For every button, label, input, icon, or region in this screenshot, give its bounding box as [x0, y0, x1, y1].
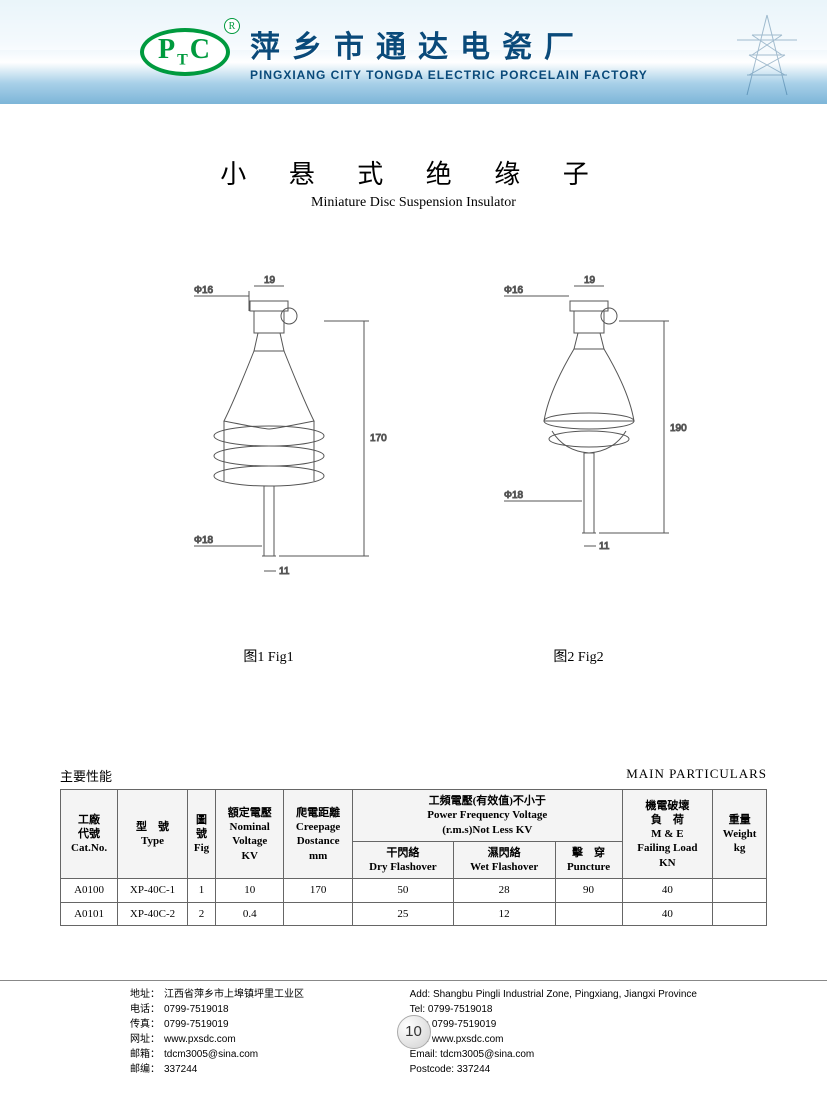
- footer-tel-en: Tel: 0799-7519018: [410, 1002, 697, 1017]
- footer-columns: 地址：江西省萍乡市上埠镇坪里工业区 电话：0799-7519018 传真：079…: [0, 987, 827, 1077]
- cell: 90: [555, 879, 622, 902]
- cell: 28: [453, 879, 555, 902]
- spec-table: 工廠 代號 Cat.No. 型 號 Type 圖 號 Fig 額定電壓 Nomi…: [60, 789, 767, 926]
- footer-mail-en: Email: tdcm3005@sina.com: [410, 1047, 697, 1062]
- table-row: A0100 XP-40C-1 1 10 170 50 28 90 40: [61, 879, 767, 902]
- table-section-labels: 主要性能 MAIN PARTICULARS: [60, 766, 767, 785]
- figure-2: Φ16 19 190 Φ18 11 图2 Fig2: [464, 271, 694, 666]
- svg-text:Φ16: Φ16: [504, 285, 524, 296]
- footer-left: 地址：江西省萍乡市上埠镇坪里工业区 电话：0799-7519018 传真：079…: [130, 987, 304, 1077]
- cell: [284, 902, 353, 925]
- company-name-en: PINGXIANG CITY TONGDA ELECTRIC PORCELAIN…: [250, 68, 648, 82]
- footer-web: www.pxsdc.com: [164, 1034, 236, 1045]
- footer-mail-label: 邮箱：: [130, 1047, 164, 1062]
- cell: 2: [187, 902, 215, 925]
- footer-web-label: 网址：: [130, 1032, 164, 1047]
- figures-row: Φ16 19 170 Φ18 11 图1 Fig1: [0, 271, 827, 666]
- th-catno: 工廠 代號 Cat.No.: [61, 790, 118, 879]
- company-name-block: 萍乡市通达电瓷厂 PINGXIANG CITY TONGDA ELECTRIC …: [250, 22, 648, 82]
- footer-post-label: 邮编：: [130, 1062, 164, 1077]
- th-type: 型 號 Type: [118, 790, 188, 879]
- logo-p: P: [158, 34, 177, 65]
- figure-1-svg: Φ16 19 170 Φ18 11: [134, 271, 404, 611]
- figure-2-caption: 图2 Fig2: [464, 646, 694, 666]
- footer-fax-label: 传真：: [130, 1017, 164, 1032]
- logo-text: PTC: [158, 34, 212, 70]
- th-weight: 重量 Weight kg: [713, 790, 767, 879]
- cell: A0100: [61, 879, 118, 902]
- th-fig: 圖 號 Fig: [187, 790, 215, 879]
- th-dry: 干閃絡 Dry Flashover: [352, 841, 453, 879]
- table-row: A0101 XP-40C-2 2 0.4 25 12 40: [61, 902, 767, 925]
- svg-text:11: 11: [279, 566, 290, 577]
- th-pfv: 工頻電壓(有效值)不小于 Power Frequency Voltage (r.…: [352, 790, 622, 842]
- footer-mail: tdcm3005@sina.com: [164, 1049, 258, 1060]
- cell: A0101: [61, 902, 118, 925]
- cell: [713, 902, 767, 925]
- footer-addr-label: 地址：: [130, 987, 164, 1002]
- svg-text:Φ18: Φ18: [194, 535, 214, 546]
- th-voltage: 額定電壓 Nominal Voltage KV: [216, 790, 284, 879]
- cell: XP-40C-2: [118, 902, 188, 925]
- svg-text:Φ18: Φ18: [504, 490, 524, 501]
- tower-icon: [727, 10, 807, 100]
- figure-1-caption: 图1 Fig1: [134, 646, 404, 666]
- svg-text:170: 170: [370, 433, 387, 444]
- cell: 1: [187, 879, 215, 902]
- page-title: 小 悬 式 绝 缘 子 Miniature Disc Suspension In…: [0, 154, 827, 211]
- logo-wrap: PTC R 萍乡市通达电瓷厂 PINGXIANG CITY TONGDA ELE…: [140, 22, 648, 82]
- footer-web-en: http: www.pxsdc.com: [410, 1032, 697, 1047]
- page-footer: 地址：江西省萍乡市上埠镇坪里工业区 电话：0799-7519018 传真：079…: [0, 980, 827, 1077]
- svg-text:Φ16: Φ16: [194, 285, 214, 296]
- table-label-cn: 主要性能: [60, 766, 112, 785]
- footer-tel-label: 电话：: [130, 1002, 164, 1017]
- figure-1: Φ16 19 170 Φ18 11 图1 Fig1: [134, 271, 404, 666]
- page-number-badge: 10: [397, 1015, 431, 1049]
- figure-2-svg: Φ16 19 190 Φ18 11: [464, 271, 694, 611]
- footer-post: 337244: [164, 1064, 197, 1075]
- svg-text:190: 190: [670, 423, 687, 434]
- logo-c: C: [190, 34, 212, 65]
- svg-text:19: 19: [264, 275, 276, 286]
- footer-fax-en: Fax: 0799-7519019: [410, 1017, 697, 1032]
- cell: 12: [453, 902, 555, 925]
- cell: 10: [216, 879, 284, 902]
- cell: XP-40C-1: [118, 879, 188, 902]
- th-wet: 濕閃絡 Wet Flashover: [453, 841, 555, 879]
- table-label-en: MAIN PARTICULARS: [626, 766, 767, 785]
- cell: 40: [622, 902, 713, 925]
- page-header: PTC R 萍乡市通达电瓷厂 PINGXIANG CITY TONGDA ELE…: [0, 0, 827, 104]
- footer-fax: 0799-7519019: [164, 1019, 229, 1030]
- page-title-cn: 小 悬 式 绝 缘 子: [0, 154, 827, 191]
- logo-t: T: [177, 52, 190, 69]
- footer-right: Add: Shangbu Pingli Industrial Zone, Pin…: [410, 987, 697, 1077]
- cell: 25: [352, 902, 453, 925]
- cell: [555, 902, 622, 925]
- th-puncture: 擊 穿 Puncture: [555, 841, 622, 879]
- th-creepage: 爬電距離 Creepage Dostance mm: [284, 790, 353, 879]
- footer-addr: 江西省萍乡市上埠镇坪里工业区: [164, 989, 304, 1000]
- footer-divider: [0, 980, 827, 981]
- page-title-en: Miniature Disc Suspension Insulator: [0, 195, 827, 211]
- cell: 40: [622, 879, 713, 902]
- cell: 170: [284, 879, 353, 902]
- footer-tel: 0799-7519018: [164, 1004, 229, 1015]
- cell: [713, 879, 767, 902]
- svg-text:11: 11: [599, 541, 610, 552]
- th-failing: 機電破壞 負 荷 M & E Failing Load KN: [622, 790, 713, 879]
- footer-addr-en: Add: Shangbu Pingli Industrial Zone, Pin…: [410, 987, 697, 1002]
- cell: 0.4: [216, 902, 284, 925]
- company-name-cn: 萍乡市通达电瓷厂: [250, 22, 648, 66]
- company-logo: PTC R: [140, 28, 230, 76]
- footer-post-en: Postcode: 337244: [410, 1062, 697, 1077]
- spec-table-section: 主要性能 MAIN PARTICULARS 工廠 代號 Cat.No. 型 號 …: [60, 766, 767, 926]
- cell: 50: [352, 879, 453, 902]
- registered-icon: R: [224, 18, 240, 34]
- svg-text:19: 19: [584, 275, 596, 286]
